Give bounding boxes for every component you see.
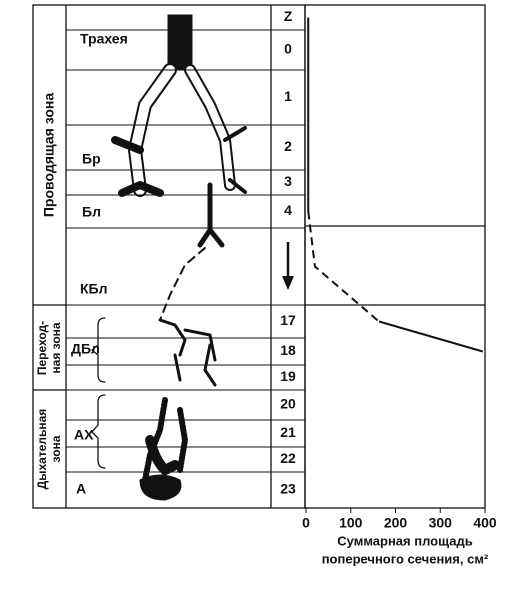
- x-axis-label: поперечного сечения, см²: [322, 551, 489, 566]
- structure-label: АХ: [74, 427, 94, 443]
- generation-label: 0: [284, 41, 292, 57]
- generation-label: Z: [284, 8, 293, 24]
- generation-label: 23: [280, 481, 296, 497]
- zone-label: Дыхательная: [35, 409, 49, 490]
- generation-label: 3: [284, 173, 292, 189]
- generation-label: 17: [280, 312, 296, 328]
- x-axis-label: Суммарная площадь: [337, 533, 472, 548]
- area-line: [378, 320, 484, 353]
- structure-label: КБл: [80, 281, 108, 297]
- x-tick-label: 400: [473, 515, 497, 531]
- structure-label: ДБл: [71, 341, 100, 357]
- zone-label: Проводящая зона: [41, 93, 57, 217]
- generation-label: 21: [280, 424, 296, 440]
- area-line: [307, 211, 380, 323]
- generation-label: 22: [280, 450, 296, 466]
- x-tick-label: 0: [302, 515, 310, 531]
- zone-label: Переход-: [35, 321, 49, 375]
- structure-label: А: [76, 481, 86, 497]
- zone-label: зона: [49, 435, 63, 462]
- structure-label: Бр: [82, 151, 101, 167]
- generation-label: 20: [280, 396, 296, 412]
- x-tick-label: 200: [384, 515, 408, 531]
- generation-label: 4: [284, 202, 292, 218]
- generation-label: 19: [280, 368, 296, 384]
- generation-label: 18: [280, 342, 296, 358]
- x-tick-label: 100: [339, 515, 363, 531]
- zone-label: ная зона: [49, 322, 63, 374]
- structure-label: Бл: [82, 204, 101, 220]
- arrowhead: [282, 276, 294, 290]
- generation-label: 1: [284, 88, 292, 104]
- structure-label: Трахея: [80, 31, 128, 47]
- x-tick-label: 300: [429, 515, 453, 531]
- airway-tree: [90, 14, 247, 501]
- generation-label: 2: [284, 138, 292, 154]
- chart-frame: [304, 4, 486, 509]
